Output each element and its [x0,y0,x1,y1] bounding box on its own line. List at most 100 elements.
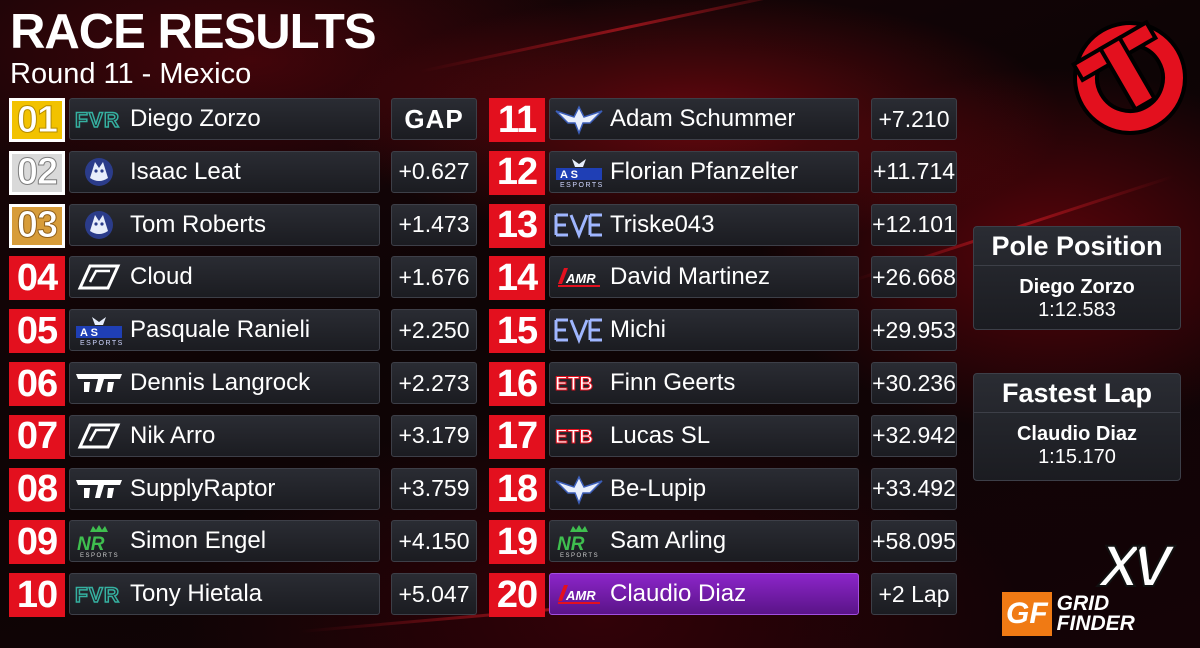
svg-text:ETB: ETB [555,374,593,395]
team-nr-logo-icon: NR ESPORTS [74,524,124,558]
driver-name: Nik Arro [130,421,216,449]
result-row: 17 ETB Lucas SL +32.942 [489,414,957,459]
driver-name: Simon Engel [130,527,267,555]
svg-text:ESPORTS: ESPORTS [560,182,604,189]
pole-position-driver: Diego Zorzo [1019,276,1135,298]
position-number: 18 [489,467,545,512]
gap-value: +2.273 [391,362,477,404]
driver-cell: Be-Lupip [549,467,859,510]
position-number: 13 [489,203,545,248]
driver-cell: Nik Arro [69,414,380,457]
gap-value: +26.668 [871,256,957,299]
svg-text:AMR: AMR [565,588,596,603]
position-number: 03 [9,203,65,248]
driver-name: Finn Geerts [610,369,736,396]
svg-text:AMR: AMR [565,271,596,286]
driver-name: Lucas SL [610,421,711,449]
svg-text:FVR: FVR [75,109,120,131]
driver-cell: ETB Finn Geerts [549,362,859,404]
svg-text:ESPORTS: ESPORTS [80,340,124,347]
result-row: 12 A S ESPORTS Florian Pfanzelter +11.714 [489,150,957,195]
team-lcd-logo-icon [74,419,124,453]
gap-value: +5.047 [391,573,477,616]
pole-position-time: 1:12.583 [1038,299,1116,321]
team-etb-logo-icon: ETB [554,419,604,453]
driver-cell: Tom Roberts [69,203,380,246]
grid-finder-mark: GF [1002,592,1052,636]
driver-cell: FVR Tony Hietala [69,573,380,616]
pole-position-panel: Pole Position Diego Zorzo 1:12.583 [973,226,1181,330]
result-row: 01 FVR Diego Zorzo GAP [9,98,477,142]
position-number: 15 [489,309,545,354]
gap-value: +58.095 [871,520,957,563]
driver-name: Tony Hietala [130,580,263,608]
gap-value: +12.101 [871,203,957,246]
result-row: 08 SupplyRaptor +3.759 [9,467,477,512]
result-row: 05 A S ESPORTS Pasquale Ranieli +2.250 [9,309,477,354]
gap-value: +33.492 [871,467,957,510]
result-row: 19 NR ESPORTS Sam Arling +58.095 [489,520,957,565]
gap-value: +11.714 [871,150,957,193]
position-number: 17 [489,414,545,459]
gap-value: +32.942 [871,414,957,457]
gap-value: +29.953 [871,309,957,352]
grid-finder-line1: GRID [1056,592,1110,615]
result-row: 07 Nik Arro +3.179 [9,414,477,459]
league-emblem-icon [1070,19,1187,135]
team-tm-logo-icon [74,472,124,506]
season-mark: XV [1099,534,1172,599]
result-row: 02 Isaac Leat +0.627 [9,150,477,195]
team-wolf-logo-icon [74,208,124,242]
fastest-lap-label: Fastest Lap [974,374,1180,413]
position-number: 06 [9,362,65,406]
position-number: 01 [9,98,65,142]
result-row: 06 Dennis Langrock +2.273 [9,362,477,406]
position-number: 12 [489,150,545,195]
team-nr-logo-icon: NR ESPORTS [554,524,604,558]
team-eve-logo-icon [554,208,604,242]
position-number: 09 [9,520,65,565]
svg-text:ETB: ETB [555,427,593,448]
svg-text:NR: NR [557,534,585,555]
position-number: 04 [9,256,65,301]
result-row: 13 Triske043 +12.101 [489,203,957,248]
position-number: 08 [9,467,65,512]
team-fvr-logo-icon: FVR [74,577,124,611]
team-eagle-logo-icon [554,472,604,506]
driver-cell: A S ESPORTS Florian Pfanzelter [549,150,859,193]
result-row: 20 AMR Claudio Diaz +2 Lap [489,573,957,618]
driver-cell: Cloud [69,256,380,299]
team-wolf-logo-icon [74,155,124,189]
position-number: 19 [489,520,545,565]
position-number: 07 [9,414,65,459]
page-title: RACE RESULTS [10,5,377,59]
driver-cell: A S ESPORTS Pasquale Ranieli [69,309,380,352]
result-row: 03 Tom Roberts +1.473 [9,203,477,248]
team-eagle-logo-icon [554,102,604,136]
driver-name: Cloud [130,263,193,291]
driver-cell: Isaac Leat [69,150,380,193]
svg-text:FVR: FVR [75,584,120,606]
gap-value: +4.150 [391,520,477,563]
svg-text:A S: A S [80,327,98,339]
driver-cell: Dennis Langrock [69,362,380,404]
driver-cell: SupplyRaptor [69,467,380,510]
gap-value: +0.627 [391,150,477,193]
driver-name: Florian Pfanzelter [610,157,799,185]
svg-text:ESPORTS: ESPORTS [560,553,599,558]
driver-cell: NR ESPORTS Sam Arling [549,520,859,563]
page-subtitle: Round 11 - Mexico [10,58,252,90]
driver-name: Adam Schummer [610,105,796,132]
gap-value: +7.210 [871,98,957,140]
driver-cell: ETB Lucas SL [549,414,859,457]
gap-value: +30.236 [871,362,957,404]
svg-text:NR: NR [77,534,105,555]
driver-name: Isaac Leat [130,157,241,185]
fastest-lap-time: 1:15.170 [1038,446,1116,468]
grid-finder-logo: GF GRID FINDER [1002,592,1135,636]
grid-finder-line2: FINDER [1056,612,1135,635]
position-number: 05 [9,309,65,354]
team-as-logo-icon: A S ESPORTS [74,313,124,347]
driver-cell: AMR Claudio Diaz [549,573,859,616]
position-number: 10 [9,573,65,618]
